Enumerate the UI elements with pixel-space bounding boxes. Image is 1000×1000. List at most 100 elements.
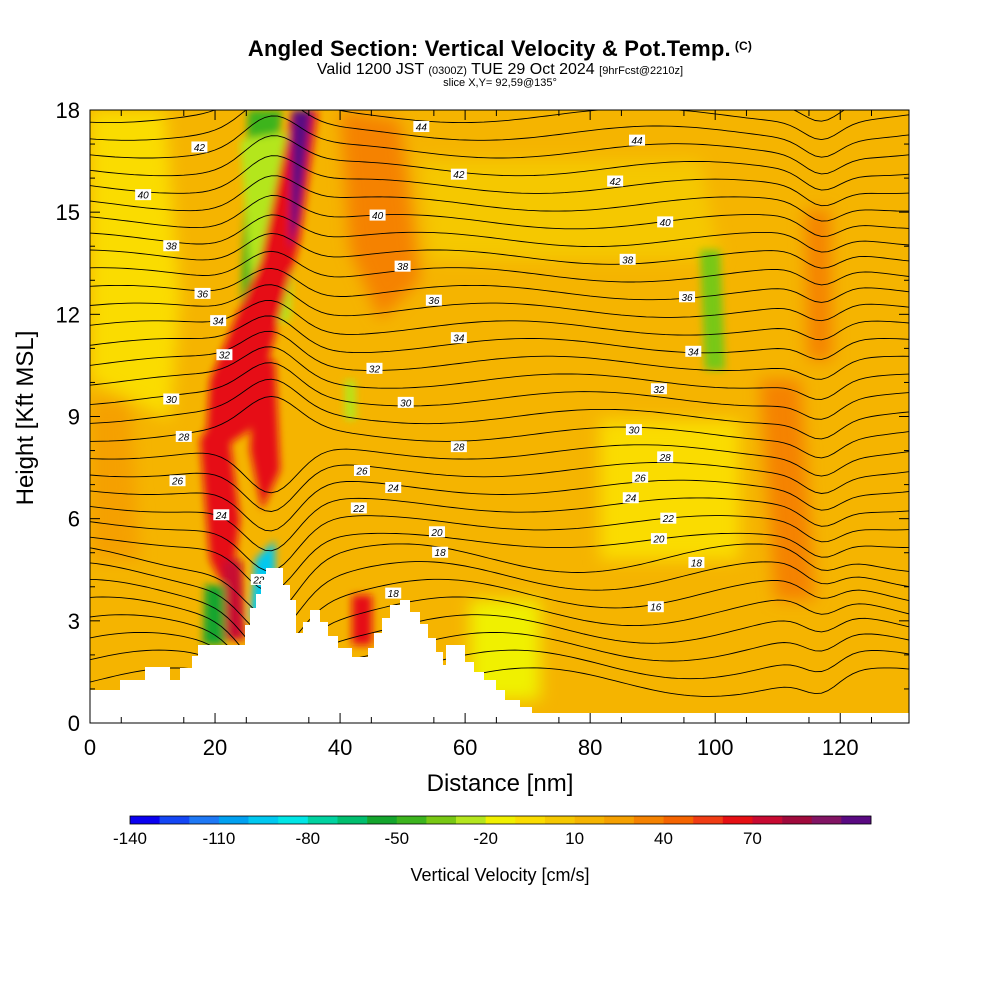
x-tick-label: 100 [697, 735, 734, 760]
theta-contour-line [90, 378, 909, 440]
title-text: Angled Section: Vertical Velocity & Pot.… [247, 36, 731, 61]
chart-title: Angled Section: Vertical Velocity & Pot.… [0, 36, 1000, 62]
contour-label-bg [350, 502, 367, 514]
contour-label-bg [163, 393, 180, 405]
theta-contour-line [90, 462, 909, 512]
theta-contour-label: 32 [653, 385, 665, 396]
chart-subtitle: Valid 1200 JST (0300Z) TUE 29 Oct 2024 [… [0, 61, 1000, 79]
updraft-strong-band [205, 110, 318, 460]
downdraft-band [700, 250, 725, 370]
downdraft-band [345, 380, 356, 420]
contour-label-bg [688, 556, 705, 568]
contour-label-bg [625, 424, 642, 436]
theta-contour-line [90, 315, 909, 360]
x-tick-label: 80 [578, 735, 602, 760]
theta-contour-line [90, 284, 909, 322]
x-tick-label: 60 [453, 735, 477, 760]
theta-contour-label: 26 [355, 466, 368, 477]
theta-contour-label: 18 [435, 548, 447, 559]
theta-contour-label: 24 [624, 494, 637, 505]
field-patch [420, 160, 720, 260]
copyright-mark: (C) [734, 39, 753, 53]
contour-label-bg [191, 141, 208, 153]
contour-label-bg [163, 240, 180, 252]
colorbar-swatch [426, 816, 457, 824]
colorbar-swatch [189, 816, 220, 824]
colorbar-swatch [337, 816, 368, 824]
theta-contour-label: 42 [453, 170, 465, 181]
theta-contour-line [90, 175, 909, 222]
theta-contour-line [90, 479, 909, 532]
contour-label-bg [194, 287, 211, 299]
x-tick-label: 40 [328, 735, 352, 760]
theta-contour-label: 18 [691, 558, 703, 569]
colorbar-swatch [604, 816, 635, 824]
contour-label-bg [450, 441, 467, 453]
theta-contour-label: 32 [219, 351, 231, 362]
theta-contour-line [90, 267, 909, 303]
theta-contour-label: 34 [688, 347, 700, 358]
velocity-blobs-soft [90, 110, 832, 700]
y-tick-label: 18 [56, 98, 80, 123]
y-tick-label: 12 [56, 302, 80, 327]
colorbar-tick-label: 70 [743, 829, 762, 848]
colorbar-tick-label: -110 [203, 829, 236, 848]
theta-contour-label: 42 [610, 177, 622, 188]
contour-label-bg [425, 294, 442, 306]
colorbar-swatch [396, 816, 427, 824]
theta-contour-line [90, 596, 909, 674]
valid-utc: (0300Z) [428, 65, 467, 77]
contour-label-bg [679, 291, 696, 303]
colorbar-swatch [663, 816, 694, 824]
colorbar-swatch [456, 816, 486, 824]
contour-label-bg [647, 601, 664, 613]
colorbar-swatch [841, 816, 872, 824]
colorbar-tick-label: -80 [296, 829, 321, 848]
contour-label-bg [650, 533, 667, 545]
theta-contour-line [90, 346, 909, 400]
contour-label-bg [622, 492, 639, 504]
theta-contour-label: 38 [166, 242, 178, 253]
theta-contour-line [90, 561, 909, 637]
theta-contour-label: 36 [681, 293, 693, 304]
theta-contour-label: 30 [628, 426, 640, 437]
colorbar-tick-label: 40 [654, 829, 673, 848]
colorbar-swatch [218, 816, 249, 824]
theta-contour-label: 34 [213, 317, 225, 328]
y-axis-title: Height [Kft MSL] [12, 331, 39, 506]
theta-contour-label: 28 [659, 453, 672, 464]
theta-contour-label: 26 [171, 477, 184, 488]
contour-label-bg [619, 253, 636, 265]
theta-contour-line [90, 155, 909, 207]
slice-info: slice X,Y= 92,59@135° [443, 77, 557, 89]
y-tick-label: 3 [68, 609, 80, 634]
y-tick-label: 9 [68, 405, 80, 430]
theta-contour-label: 44 [416, 123, 428, 134]
contour-label-bg [366, 362, 383, 374]
colorbar-swatch [782, 816, 813, 824]
theta-contour-label: 24 [387, 484, 400, 495]
colorbar-swatch [367, 816, 398, 824]
colorbar-swatch [248, 816, 279, 824]
theta-contour-label: 26 [634, 473, 647, 484]
theta-contour-label: 30 [400, 398, 412, 409]
theta-contour-label: 36 [428, 296, 440, 307]
downdraft-band [203, 585, 225, 645]
contour-label-bg [413, 121, 430, 133]
contour-label-bg [216, 349, 233, 361]
theta-contour-line [90, 395, 909, 459]
theta-contour-line [90, 444, 909, 494]
colorbar-tick-label: -20 [473, 829, 498, 848]
contour-label-bg [428, 526, 445, 538]
colorbar-swatch [159, 816, 190, 824]
contour-label-bg [353, 464, 370, 476]
theta-contour-line [90, 543, 909, 616]
theta-contour-label: 22 [252, 575, 265, 586]
contour-label-bg [450, 168, 467, 180]
colorbar-swatch [574, 816, 605, 824]
updraft-strong-band [200, 400, 240, 600]
contour-label-bg [660, 512, 677, 524]
theta-contour-label: 20 [652, 535, 665, 546]
